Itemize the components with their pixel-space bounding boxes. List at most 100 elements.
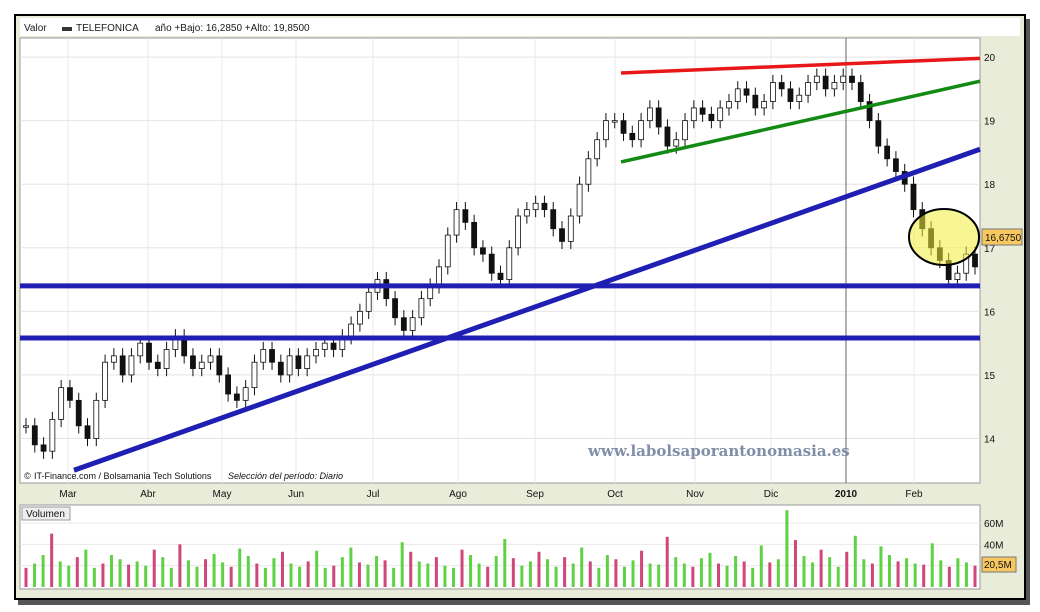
watermark: www.labolsaporantonomasia.es [587,442,850,460]
volume-bar [178,544,182,587]
candle-body [409,317,416,331]
month-axis: Mar Abr May Jun Jul Ago Sep Oct Nov Dic 2010 Feb [59,489,923,500]
candle-body [40,444,47,452]
x-tick-label: Sep [526,489,544,500]
volume-bar [597,567,601,587]
y-tick-label: 19 [984,117,996,128]
volume-bar [263,567,267,587]
candle-body [567,215,574,242]
volume-bar [793,540,797,587]
volume-bar [280,551,284,587]
volume-bar [511,558,515,587]
candle-body [233,393,240,401]
volume-bar [409,551,413,587]
candle-body [717,107,724,122]
volume-bar [905,558,909,587]
volume-bar [802,556,806,587]
candle-body [559,228,565,242]
candle-body [49,419,56,452]
candle-body [31,425,38,446]
volume-bar [204,559,208,587]
header-strip [20,18,1020,36]
volume-bar [24,567,28,587]
candle-body [550,209,557,230]
candle-body [699,107,706,115]
candle-body [884,145,891,160]
volume-bar [289,563,293,587]
volume-bar [169,567,173,587]
volume-bar [708,552,712,587]
candle-body [603,120,609,141]
volume-bar [443,565,447,587]
volume-bar [272,558,276,587]
volume-bar [101,563,105,587]
volume-bar [58,561,62,587]
volume-bar [751,567,755,587]
candle-body [348,323,355,338]
candle-body [198,361,205,369]
volume-bar [212,553,216,587]
candle-body [734,88,741,102]
volume-bar [537,551,541,587]
volume-bar [238,548,242,587]
x-tick-label: 2010 [835,489,858,500]
candle-body [620,120,627,134]
header-stats: año +Bajo: 16,2850 +Alto: 19,8500 [155,23,310,34]
candle-body [260,349,267,363]
volume-bar [50,533,54,587]
volume-bar [315,550,319,587]
volume-bar [340,557,344,587]
volume-bar [366,564,370,587]
x-tick-label: Dic [764,489,778,500]
price-grid [20,38,980,483]
volume-bar [657,564,661,587]
volume-label-box [21,506,71,521]
volume-bar [503,539,507,587]
y-tick-label: 15 [984,371,996,382]
candle-body [392,298,398,319]
candle-body [954,272,961,280]
candle-body [638,120,644,141]
volume-bar [947,566,951,587]
volume-bar [580,547,584,587]
volume-bar [913,563,917,587]
volume-bar [67,565,71,587]
footer-period: Selección del período: Diario [228,471,343,481]
candle-body [787,88,794,102]
volume-bar [528,561,532,587]
volume-bar [161,557,165,587]
candle-body [119,355,126,376]
price-plot-area [19,37,981,484]
x-tick-label: Feb [905,489,923,500]
candle-body [110,355,117,363]
volume-bar [640,550,644,587]
candle-body [875,120,882,147]
x-tick-label: Jun [288,489,304,500]
volume-bar [862,559,866,587]
volume-last-badge [981,556,1017,573]
candle-body [75,399,82,427]
candle-body [251,361,258,389]
volume-bar [964,562,968,587]
candle-body [137,342,144,357]
y-tick-label: 20 [984,53,996,64]
candle-body [128,355,135,376]
candle-body [743,88,750,96]
volume-bar [135,561,139,587]
candle-body [462,209,469,223]
volume-bar [246,556,250,587]
candle-body [67,387,73,401]
volume-bar [451,567,455,587]
volume-bar [973,565,977,587]
header-series: TELEFONICA [76,23,139,34]
volume-bar [33,563,37,587]
candle-body [497,272,504,280]
volume-bar [828,557,832,587]
volume-bar [614,559,618,587]
volume-bar [956,558,960,587]
volume-bar [776,559,780,587]
last-price-badge [981,228,1023,246]
highlight-circle [908,208,980,266]
volume-bar [109,555,113,587]
